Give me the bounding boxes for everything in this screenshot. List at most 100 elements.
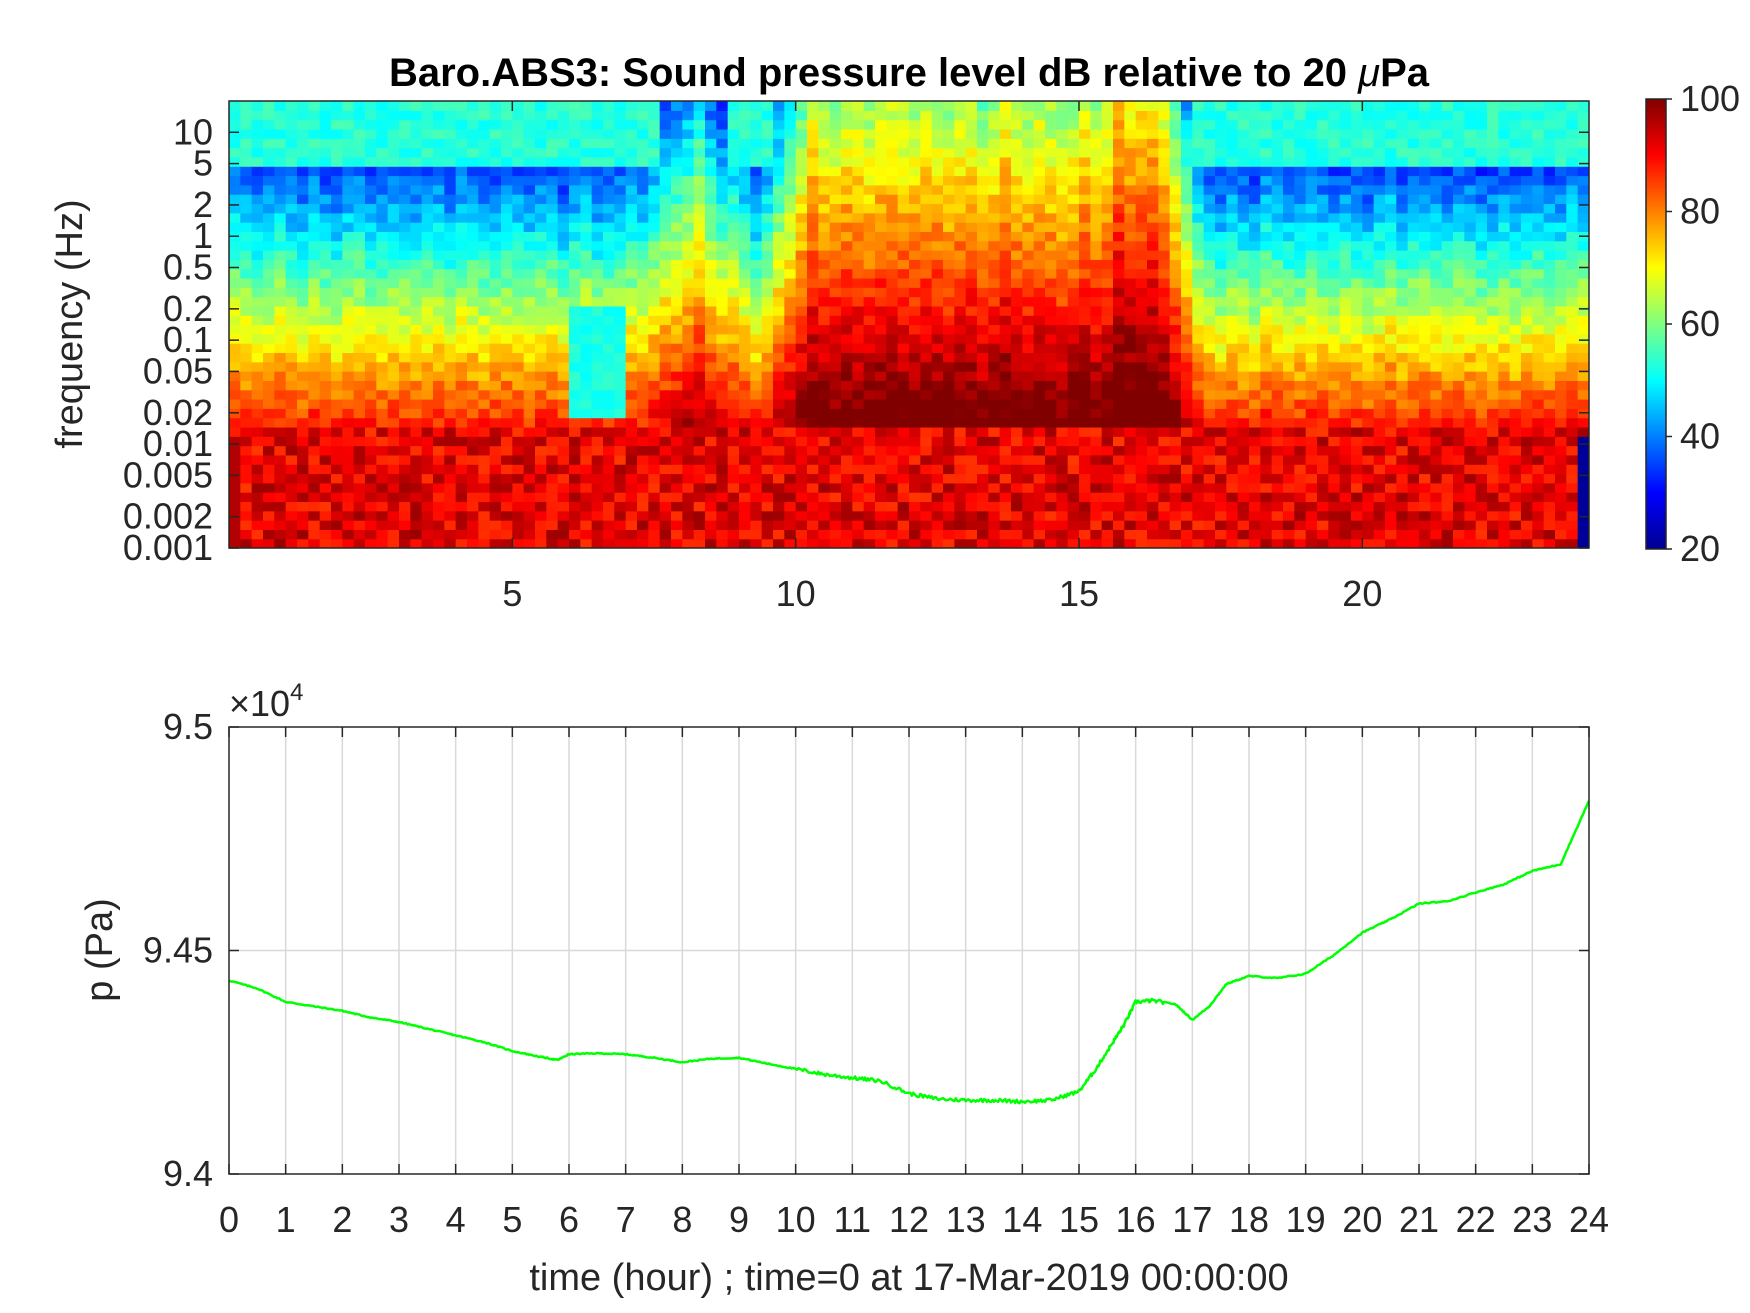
spectrogram-cell: [965, 240, 978, 251]
spectrogram-cell: [1124, 389, 1137, 400]
spectrogram-cell: [614, 436, 627, 447]
spectrogram-cell: [1158, 259, 1171, 270]
spectrogram-cell: [999, 296, 1012, 307]
spectrogram-cell: [1294, 482, 1307, 493]
spectrogram-cell: [659, 250, 672, 260]
spectrogram-cell: [705, 343, 717, 354]
spectrogram-cell: [1147, 399, 1159, 409]
spectrogram-cell: [841, 268, 853, 279]
spectrogram-cell: [331, 445, 343, 456]
spectrogram-cell: [977, 305, 989, 316]
spectrogram-cell: [444, 212, 457, 223]
spectrogram-cell: [308, 110, 321, 121]
spectrogram-cell: [1033, 128, 1046, 139]
spectrogram-cell: [478, 101, 491, 111]
spectrogram-cell: [739, 259, 751, 270]
spectrogram-cell: [1022, 128, 1035, 139]
spectrogram-cell: [988, 436, 1001, 447]
spectrogram-cell: [353, 445, 366, 456]
spectrogram-cell: [1396, 417, 1409, 428]
spectrogram-cell: [852, 287, 865, 298]
spectrogram-cell: [1249, 212, 1261, 223]
spectrogram-cell: [603, 352, 615, 363]
spectrogram-cell: [603, 128, 615, 139]
spectrogram-cell: [784, 380, 797, 391]
spectrogram-cell: [1135, 119, 1148, 130]
spectrogram-cell: [977, 380, 989, 391]
spectrogram-cell: [1249, 203, 1261, 214]
spectrogram-cell: [943, 482, 955, 493]
spectrogram-cell: [1181, 371, 1193, 381]
spectrogram-cell: [251, 464, 264, 475]
spectrogram-cell: [1045, 175, 1057, 186]
spectrogram-cell: [240, 175, 253, 186]
spectrogram-cell: [285, 510, 298, 521]
spectrogram-cell: [376, 231, 389, 242]
spectrogram-cell: [410, 259, 423, 270]
spectrogram-cell: [863, 240, 876, 251]
spectrogram-cell: [285, 138, 298, 149]
spectrogram-cell: [274, 240, 287, 251]
spectrogram-cell: [841, 240, 853, 251]
spectrogram-cell: [229, 352, 241, 363]
spectrogram-cell: [999, 110, 1012, 121]
spectrogram-cell: [1022, 240, 1035, 251]
spectrogram-cell: [648, 268, 661, 279]
spectrogram-cell: [603, 445, 615, 456]
spectrogram-cell: [693, 408, 706, 419]
spectrogram-cell: [965, 464, 978, 475]
spectrogram-cell: [784, 399, 797, 409]
spectrogram-cell: [410, 287, 423, 298]
spectrogram-cell: [410, 324, 423, 335]
spectrogram-cell: [365, 166, 377, 177]
spectrogram-cell: [1011, 473, 1023, 484]
spectrogram-cell: [886, 464, 899, 475]
spectrogram-cell: [1147, 464, 1159, 475]
spectrogram-cell: [1101, 371, 1114, 381]
spectrogram-cell: [693, 343, 706, 354]
spectrogram-cell: [1396, 510, 1409, 521]
spectrogram-cell: [1339, 138, 1352, 149]
spectrogram-cell: [1260, 436, 1273, 447]
spectrogram-cell: [1033, 287, 1046, 298]
spectrogram-cell: [1305, 399, 1318, 409]
spectrogram-cell: [297, 166, 309, 177]
spectrogram-cell: [693, 259, 706, 270]
spectrogram-cell: [863, 538, 876, 548]
spectrogram-cell: [637, 128, 649, 139]
spectrogram-cell: [331, 492, 343, 503]
spectrogram-cell: [614, 492, 627, 503]
spectrogram-cell: [535, 194, 547, 205]
spectrogram-cell: [1385, 538, 1397, 548]
spectrogram-cell: [1079, 389, 1091, 400]
spectrogram-cell: [1090, 529, 1103, 540]
spectrogram-cell: [1237, 268, 1250, 279]
spectrogram-cell: [1033, 529, 1046, 540]
spectrogram-cell: [489, 473, 502, 484]
spectrogram-cell: [1249, 324, 1261, 335]
spectrogram-cell: [523, 101, 536, 111]
spectrogram-cell: [319, 538, 332, 548]
spectrogram-cell: [421, 371, 434, 381]
spectrogram-cell: [1339, 277, 1352, 288]
spectrogram-cell: [1011, 212, 1023, 223]
spectrogram-cell: [841, 231, 853, 242]
spectrogram-cell: [1249, 510, 1261, 521]
spectrogram-cell: [863, 482, 876, 493]
spectrogram-cell: [1294, 128, 1307, 139]
spectrogram-cell: [1056, 454, 1069, 465]
spectrogram-cell: [1328, 305, 1341, 316]
spectrogram-cell: [1317, 250, 1329, 260]
spectrogram-cell: [1215, 343, 1227, 354]
spectrogram-cell: [489, 212, 502, 223]
spectrogram-cell: [421, 454, 434, 465]
spectrogram-cell: [1362, 315, 1375, 326]
spectrogram-cell: [886, 194, 899, 205]
spectrogram-cell: [569, 222, 581, 232]
spectrogram-cell: [682, 389, 695, 400]
spectrogram-cell: [818, 287, 831, 298]
spectrogram-cell: [1294, 240, 1307, 251]
spectrogram-cell: [614, 138, 627, 149]
spectrogram-cell: [1169, 203, 1182, 214]
spectrogram-cell: [852, 277, 865, 288]
